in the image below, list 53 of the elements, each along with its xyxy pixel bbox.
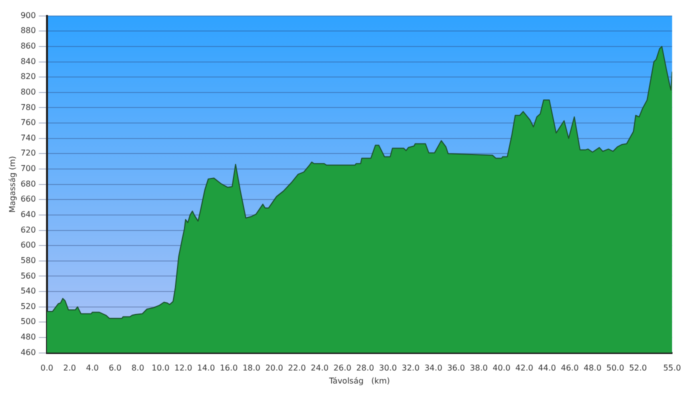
x-tick-label: 10.0 [152, 364, 170, 373]
x-tick-label: 0.0 [40, 364, 54, 373]
y-tick-label: 660 [20, 194, 36, 204]
y-tick-label: 900 [20, 10, 36, 20]
y-axis-title: Magasság (m) [8, 156, 17, 213]
y-tick-label: 680 [20, 179, 36, 188]
x-tick-label: 26.0 [334, 364, 352, 373]
x-tick-label: 28.0 [356, 364, 374, 373]
x-tick-label: 24.0 [310, 364, 329, 373]
x-tick-label: 14.0 [197, 364, 215, 373]
x-tick-label: 30.0 [378, 364, 397, 373]
x-tick-label: 6.0 [108, 364, 122, 373]
x-axis-title: Távolság (km) [328, 376, 390, 386]
x-tick-label: 52.0 [629, 364, 647, 373]
x-tick-label: 2.0 [63, 364, 76, 373]
y-tick-label: 540 [20, 286, 36, 296]
y-tick-label: 720 [20, 148, 36, 158]
x-tick-label: 44.0 [538, 364, 556, 373]
x-tick-label: 4.0 [86, 364, 99, 373]
y-tick-label: 880 [20, 26, 36, 36]
y-tick-label: 700 [20, 164, 36, 174]
x-tick-label: 55.0 [663, 364, 681, 373]
x-tick-label: 48.0 [584, 364, 602, 373]
y-tick-label: 780 [20, 102, 36, 112]
y-tick-label: 640 [20, 210, 36, 220]
y-tick-label: 500 [20, 317, 36, 326]
y-tick-label: 480 [20, 332, 36, 342]
x-tick-label: 18.0 [242, 364, 260, 373]
y-tick-label: 460 [20, 348, 36, 357]
x-tick-label: 34.0 [424, 364, 442, 373]
y-tick-label: 620 [20, 225, 36, 234]
y-tick-label: 740 [20, 133, 36, 142]
y-tick-label: 600 [20, 240, 36, 250]
x-tick-label: 36.0 [447, 364, 466, 373]
y-tick-label: 580 [20, 256, 36, 265]
y-tick-label: 520 [20, 302, 36, 311]
x-tick-label: 32.0 [402, 364, 420, 373]
x-tick-label: 50.0 [606, 364, 624, 373]
x-tick-label: 8.0 [131, 364, 144, 373]
x-tick-label: 16.0 [220, 364, 238, 373]
x-tick-label: 12.0 [174, 364, 192, 373]
x-tick-label: 40.0 [492, 364, 510, 373]
y-tick-label: 840 [20, 56, 36, 66]
y-tick-label: 560 [20, 271, 36, 280]
y-tick-label: 800 [20, 87, 36, 96]
x-tick-label: 46.0 [560, 364, 579, 373]
x-tick-label: 38.0 [470, 364, 488, 373]
y-tick-label: 860 [20, 42, 36, 51]
x-tick-label: 42.0 [515, 364, 534, 373]
y-tick-label: 760 [20, 118, 36, 128]
y-tick-label: 820 [20, 72, 36, 82]
x-tick-label: 22.0 [288, 364, 306, 373]
x-tick-label: 20.0 [265, 364, 284, 373]
